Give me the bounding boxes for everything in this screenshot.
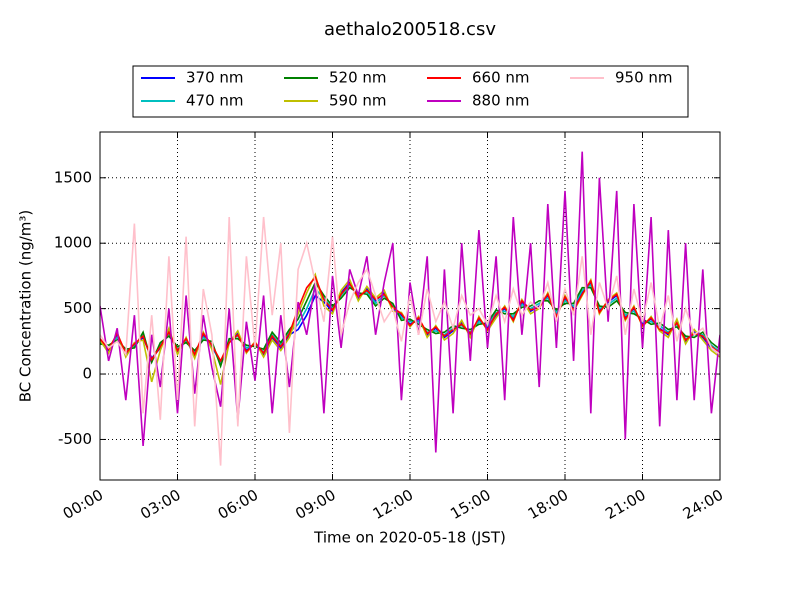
x-tick-label: 03:00 bbox=[137, 486, 183, 523]
legend-label: 880 nm bbox=[472, 92, 530, 110]
series-line bbox=[100, 283, 720, 368]
y-tick-label: 0 bbox=[82, 365, 92, 383]
chart-title: aethalo200518.csv bbox=[324, 19, 496, 40]
legend-label: 520 nm bbox=[329, 69, 387, 87]
series-line bbox=[100, 151, 720, 453]
x-tick-label: 24:00 bbox=[680, 486, 726, 523]
legend-box bbox=[132, 65, 689, 118]
x-tick-label: 18:00 bbox=[525, 486, 571, 523]
y-axis-label: BC Concentration (ng/m³) bbox=[17, 210, 35, 403]
x-axis-label: Time on 2020-05-18 (JST) bbox=[313, 529, 506, 547]
y-tick-label: 1500 bbox=[54, 168, 92, 186]
legend-label: 660 nm bbox=[472, 69, 530, 87]
x-tick-label: 21:00 bbox=[602, 486, 648, 523]
y-tick-label: 1000 bbox=[54, 234, 92, 252]
legend-label: 470 nm bbox=[186, 92, 244, 110]
legend-label: 590 nm bbox=[329, 92, 387, 110]
x-tick-label: 09:00 bbox=[292, 486, 338, 523]
x-tick-label: 00:00 bbox=[60, 486, 106, 523]
legend-label: 370 nm bbox=[186, 69, 244, 87]
y-tick-label: 500 bbox=[63, 299, 92, 317]
y-tick-label: -500 bbox=[58, 430, 92, 448]
x-tick-label: 12:00 bbox=[370, 486, 416, 523]
x-tick-label: 15:00 bbox=[447, 486, 493, 523]
plot-area bbox=[100, 151, 720, 466]
x-tick-label: 06:00 bbox=[215, 486, 261, 523]
series-line bbox=[100, 280, 720, 369]
plot-frame bbox=[99, 131, 721, 481]
series-line bbox=[100, 275, 720, 363]
series-line bbox=[100, 216, 720, 466]
legend-label: 950 nm bbox=[615, 69, 673, 87]
